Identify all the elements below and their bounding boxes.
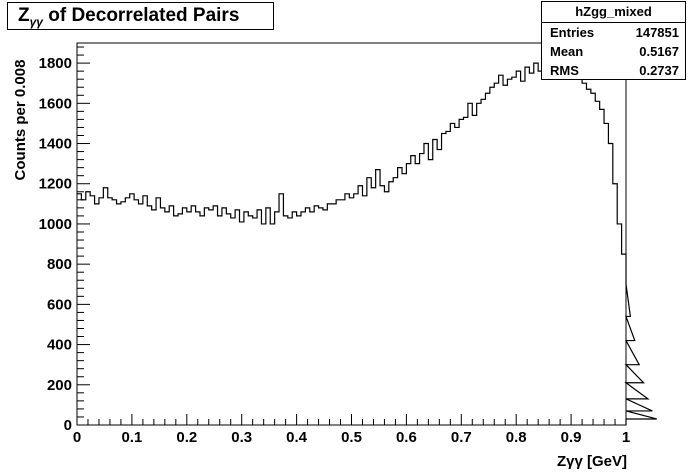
x-tick-label: 0.9 xyxy=(561,429,582,446)
y-axis-label: Counts per 0.008 xyxy=(12,60,29,181)
y-tick-label: 1200 xyxy=(39,176,72,193)
stats-row-entries: Entries 147851 xyxy=(542,23,685,42)
y-tick-label: 1000 xyxy=(39,216,72,233)
title-subscript: γγ xyxy=(29,15,43,29)
x-tick-label: 1 xyxy=(622,429,630,446)
x-tick-label: 0.5 xyxy=(341,429,362,446)
x-tick-label: 0.2 xyxy=(176,429,197,446)
x-tick-label: 0 xyxy=(73,429,81,446)
x-axis-ticks: 0 0.1 0.2 0.3 0.4 0.5 0.6 0.7 0.8 0.9 1 xyxy=(73,414,630,446)
y-tick-label: 800 xyxy=(47,256,72,273)
stats-row-rms: RMS 0.2737 xyxy=(542,61,685,80)
stats-value: 0.2737 xyxy=(639,63,679,78)
y-tick-label: 600 xyxy=(47,296,72,313)
title-rest: of Decorrelated Pairs xyxy=(42,5,240,26)
x-tick-label: 0.4 xyxy=(286,429,308,446)
frame xyxy=(76,42,627,426)
stats-row-mean: Mean 0.5167 xyxy=(542,42,685,61)
chart-title: Zγγ of Decorrelated Pairs xyxy=(7,2,274,30)
title-main: Z xyxy=(18,5,30,26)
y-tick-label: 1800 xyxy=(39,55,72,72)
y-tick-label: 400 xyxy=(47,337,72,354)
y-tick-label: 1400 xyxy=(39,136,72,153)
stats-label: RMS xyxy=(550,63,579,78)
stats-value: 147851 xyxy=(635,25,679,40)
x-axis-label: Zγγ [GeV] xyxy=(557,453,627,470)
stats-value: 0.5167 xyxy=(639,44,679,59)
stats-label: Mean xyxy=(550,44,584,59)
stats-label: Entries xyxy=(550,25,595,40)
x-tick-label: 0.3 xyxy=(231,429,252,446)
stats-name: hZgg_mixed xyxy=(542,2,685,23)
x-tick-label: 0.1 xyxy=(121,429,142,446)
stats-box: hZgg_mixed Entries 147851 Mean 0.5167 RM… xyxy=(541,1,686,80)
x-tick-label: 0.8 xyxy=(506,429,527,446)
x-tick-label: 0.6 xyxy=(396,429,417,446)
x-tick-label: 0.7 xyxy=(451,429,472,446)
y-tick-label: 1600 xyxy=(39,95,72,112)
y-tick-label: 0 xyxy=(64,417,72,434)
y-axis-ticks: 0 200 400 600 800 1000 1200 1400 1600 1800 xyxy=(39,46,90,434)
histogram-line xyxy=(76,52,657,425)
y-tick-label: 200 xyxy=(47,377,72,394)
